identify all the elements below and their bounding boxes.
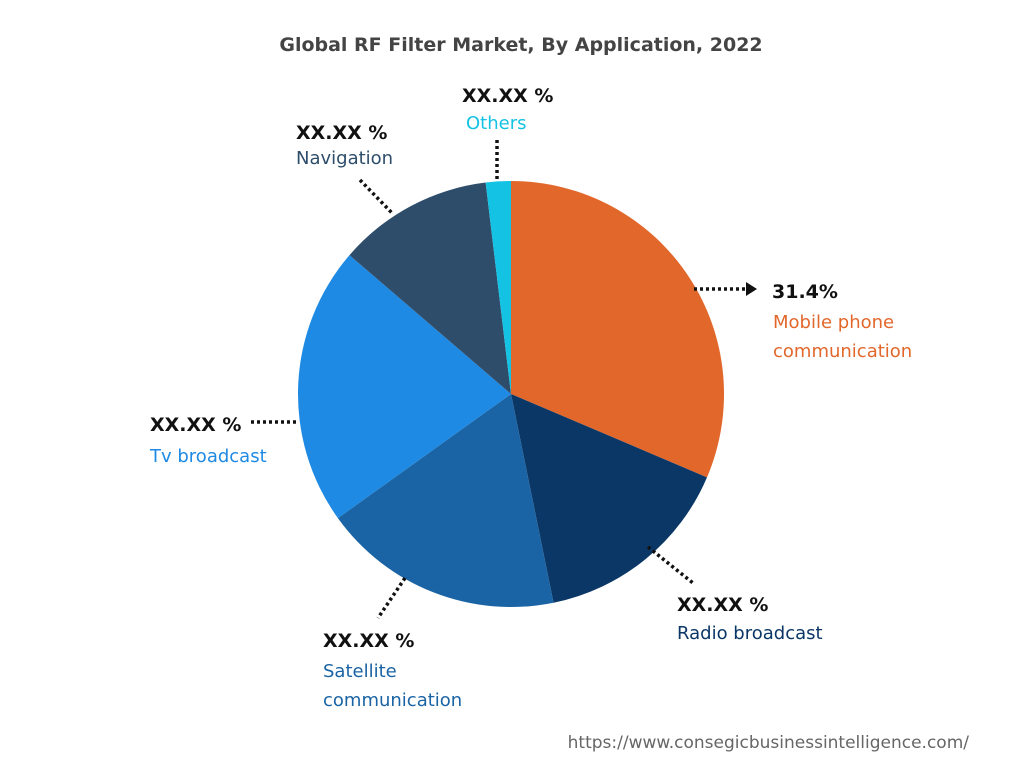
mobile-label-2: communication	[773, 341, 912, 362]
others-pct: XX.XX %	[462, 85, 553, 107]
pie-slice-navigation	[349, 182, 511, 394]
pie-slice-mobile-phone-communication	[511, 181, 725, 478]
leader-radio	[646, 545, 695, 585]
mobile-label-1: Mobile phone	[773, 312, 894, 333]
pie-slice-satellite-communication	[337, 394, 554, 607]
mobile-pct: 31.4%	[772, 281, 838, 303]
others-label: Others	[466, 113, 527, 134]
satellite-pct: XX.XX %	[323, 630, 414, 652]
pie-slice-others	[485, 181, 511, 394]
arrow-head-icon	[746, 282, 757, 296]
satellite-label-1: Satellite	[323, 661, 397, 682]
navigation-label: Navigation	[296, 148, 393, 169]
leader-satellite	[376, 577, 407, 619]
pie-slice-radio-broadcast	[511, 394, 708, 603]
pie-slice-tv-broadcast	[298, 255, 511, 519]
tv-pct: XX.XX %	[150, 414, 241, 436]
leader-navigation	[358, 178, 394, 215]
navigation-pct: XX.XX %	[296, 122, 387, 144]
chart-title: Global RF Filter Market, By Application,…	[279, 34, 762, 56]
radio-label: Radio broadcast	[677, 623, 823, 644]
source-url: https://www.consegicbusinessintelligence…	[568, 733, 970, 753]
satellite-label-2: communication	[323, 690, 462, 711]
radio-pct: XX.XX %	[677, 594, 768, 616]
tv-label: Tv broadcast	[149, 446, 267, 467]
